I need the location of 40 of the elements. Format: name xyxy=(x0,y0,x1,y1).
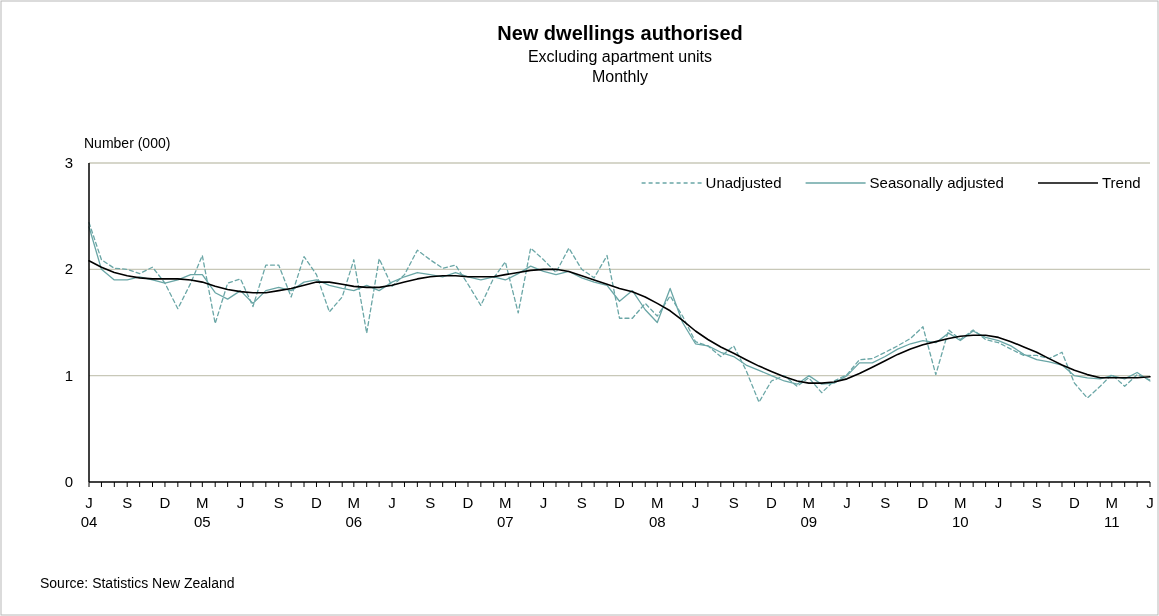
chart-title: New dwellings authorised xyxy=(497,22,743,44)
x-tick-label: S xyxy=(273,494,284,511)
x-tick-label: M 05 xyxy=(193,494,211,530)
x-tick-label: D xyxy=(311,494,323,511)
x-tick-label: M 10 xyxy=(951,494,969,530)
x-tick-label: M 06 xyxy=(345,494,363,530)
y-tick-label: 2 xyxy=(64,260,73,278)
x-tick-label: J xyxy=(539,494,548,511)
x-tick-label: J xyxy=(994,494,1003,511)
x-tick-label: J xyxy=(843,494,851,511)
legend-label: Unadjusted xyxy=(705,174,782,191)
x-tick-label: D xyxy=(917,494,929,511)
x-tick-label: D xyxy=(159,494,171,511)
x-tick-label: J xyxy=(388,494,396,511)
x-tick-label: D xyxy=(766,494,778,511)
x-tick-label: M 11 xyxy=(1104,494,1120,530)
x-tick-label: M 07 xyxy=(497,494,514,530)
x-tick-label: M 08 xyxy=(648,494,666,530)
x-tick-label: S xyxy=(576,494,587,511)
x-tick-label: J xyxy=(691,494,700,511)
x-tick-label: S xyxy=(1031,494,1042,511)
y-tick-label: 0 xyxy=(64,473,73,490)
y-axis-title: Number (000) xyxy=(84,135,171,151)
chart-subtitle: Excluding apartment units Monthly xyxy=(527,48,713,85)
x-tick-label: J 04 xyxy=(80,494,98,530)
x-tick-label: D xyxy=(614,494,626,511)
x-tick-label: D xyxy=(462,494,474,511)
source-note: Source: Statistics New Zealand xyxy=(40,575,235,591)
y-tick-label: 3 xyxy=(64,154,73,171)
x-tick-label: D xyxy=(1069,494,1081,511)
x-tick-label: S xyxy=(880,494,891,511)
x-tick-label: S xyxy=(425,494,436,511)
x-tick-label: S xyxy=(728,494,739,511)
x-tick-label: J xyxy=(1146,494,1154,511)
x-tick-label: J xyxy=(236,494,245,511)
legend-label: Seasonally adjusted xyxy=(869,174,1004,191)
y-tick-label: 1 xyxy=(64,366,73,384)
x-tick-label: M 09 xyxy=(800,494,818,530)
x-tick-label: S xyxy=(122,494,133,511)
legend-label: Trend xyxy=(1102,174,1141,191)
